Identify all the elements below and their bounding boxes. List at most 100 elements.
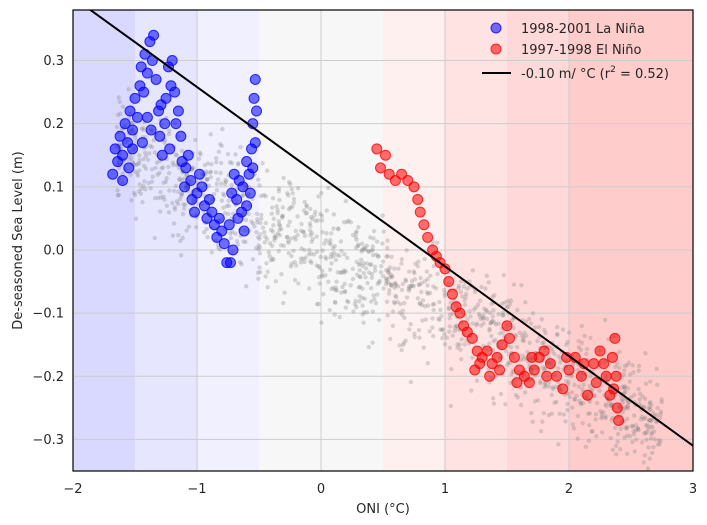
background-point bbox=[360, 303, 365, 308]
background-point bbox=[126, 87, 131, 92]
background-point bbox=[380, 259, 386, 264]
background-point bbox=[280, 213, 285, 219]
background-point bbox=[518, 357, 524, 362]
background-point bbox=[223, 178, 228, 183]
background-point bbox=[506, 360, 511, 366]
background-point bbox=[535, 338, 540, 344]
background-point bbox=[509, 371, 514, 377]
background-point bbox=[339, 270, 344, 275]
background-point bbox=[565, 339, 570, 345]
background-point bbox=[386, 291, 392, 296]
background-point bbox=[308, 232, 313, 238]
background-point bbox=[272, 238, 277, 243]
background-point bbox=[487, 328, 492, 333]
background-point bbox=[648, 379, 653, 384]
background-point bbox=[389, 283, 394, 288]
background-point bbox=[255, 217, 260, 222]
background-point bbox=[314, 301, 320, 307]
background-point bbox=[636, 426, 641, 431]
series-0-point bbox=[237, 181, 249, 193]
x-tick-label: −1 bbox=[187, 482, 206, 497]
background-point bbox=[407, 285, 413, 291]
background-point bbox=[147, 143, 153, 149]
background-point bbox=[380, 213, 385, 218]
background-point bbox=[116, 95, 121, 100]
background-point bbox=[556, 366, 561, 371]
series-0-point bbox=[185, 175, 197, 187]
background-point bbox=[333, 287, 338, 293]
background-point bbox=[630, 439, 635, 445]
background-point bbox=[540, 365, 545, 370]
y-tick-label: 0.1 bbox=[43, 180, 64, 195]
background-point bbox=[623, 425, 628, 430]
background-point bbox=[322, 241, 327, 246]
series-0-point bbox=[148, 29, 160, 41]
background-point bbox=[360, 312, 365, 317]
background-point bbox=[306, 286, 312, 291]
series-1-point bbox=[526, 351, 538, 363]
background-point bbox=[120, 104, 126, 109]
series-1-point bbox=[582, 389, 594, 401]
background-point bbox=[269, 205, 275, 210]
background-point bbox=[353, 298, 358, 304]
y-tick-label: 0.3 bbox=[43, 54, 64, 69]
background-point bbox=[276, 219, 282, 224]
background-point bbox=[576, 384, 582, 389]
background-point bbox=[354, 259, 359, 265]
series-1-point bbox=[494, 364, 506, 376]
background-point bbox=[490, 318, 495, 323]
background-point bbox=[396, 266, 401, 271]
background-point bbox=[264, 168, 270, 173]
background-point bbox=[286, 238, 291, 244]
background-point bbox=[229, 182, 234, 188]
background-point bbox=[254, 211, 260, 217]
series-0-point bbox=[123, 162, 135, 174]
background-point bbox=[368, 299, 374, 304]
background-point bbox=[208, 132, 213, 137]
background-point bbox=[646, 405, 652, 410]
background-point bbox=[345, 255, 350, 261]
background-point bbox=[218, 160, 224, 166]
background-point bbox=[369, 271, 375, 277]
background-point bbox=[497, 331, 503, 336]
series-1-point bbox=[611, 402, 623, 414]
background-point bbox=[220, 126, 225, 132]
background-point bbox=[450, 311, 455, 316]
background-point bbox=[118, 111, 123, 116]
background-point bbox=[511, 282, 517, 287]
background-point bbox=[319, 320, 324, 325]
background-point bbox=[280, 215, 285, 220]
background-point bbox=[135, 173, 141, 178]
background-point bbox=[279, 271, 284, 277]
background-point bbox=[412, 334, 417, 340]
background-point bbox=[403, 338, 408, 343]
background-point bbox=[324, 256, 329, 262]
background-point bbox=[337, 253, 342, 259]
background-point bbox=[614, 361, 620, 366]
background-point bbox=[617, 349, 622, 355]
background-point bbox=[328, 241, 333, 247]
series-0-point bbox=[244, 187, 256, 199]
background-point bbox=[361, 270, 366, 276]
background-point bbox=[286, 240, 291, 245]
background-point bbox=[312, 213, 317, 218]
background-point bbox=[221, 205, 226, 210]
background-point bbox=[361, 320, 366, 325]
background-point bbox=[115, 193, 121, 198]
background-point bbox=[598, 408, 603, 414]
background-point bbox=[578, 347, 584, 352]
background-point bbox=[255, 220, 260, 225]
series-1-point bbox=[422, 231, 434, 243]
background-point bbox=[177, 196, 183, 202]
background-point bbox=[222, 210, 228, 216]
background-point bbox=[170, 200, 175, 206]
series-0-point bbox=[117, 149, 129, 161]
background-point bbox=[369, 275, 375, 280]
series-0-point bbox=[145, 124, 157, 136]
background-point bbox=[582, 333, 587, 339]
background-point bbox=[480, 315, 486, 320]
background-point bbox=[226, 203, 231, 209]
background-point bbox=[384, 279, 389, 284]
background-point bbox=[130, 120, 135, 126]
background-point bbox=[566, 330, 572, 335]
